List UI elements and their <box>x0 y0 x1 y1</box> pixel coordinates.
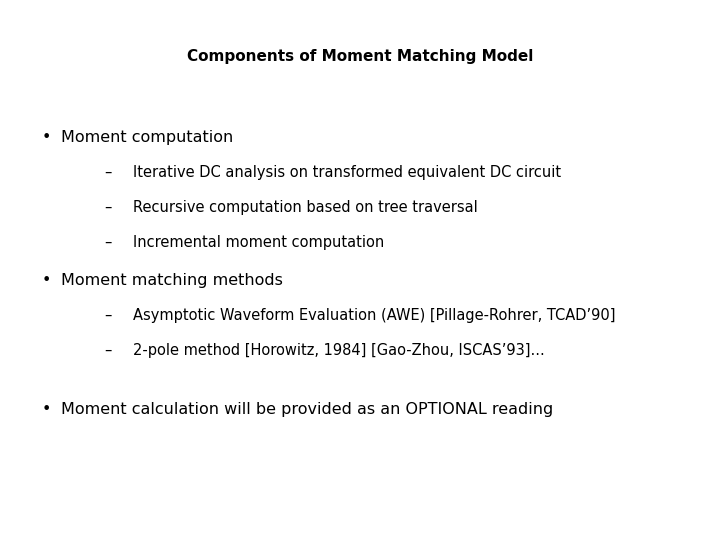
Text: Components of Moment Matching Model: Components of Moment Matching Model <box>186 49 534 64</box>
Text: –: – <box>104 200 112 215</box>
Text: 2-pole method [Horowitz, 1984] [Gao-Zhou, ISCAS’93]...: 2-pole method [Horowitz, 1984] [Gao-Zhou… <box>133 343 545 358</box>
Text: •: • <box>42 273 52 288</box>
Text: •: • <box>42 130 52 145</box>
Text: –: – <box>104 235 112 250</box>
Text: –: – <box>104 165 112 180</box>
Text: Moment computation: Moment computation <box>61 130 233 145</box>
Text: Moment matching methods: Moment matching methods <box>61 273 283 288</box>
Text: Incremental moment computation: Incremental moment computation <box>133 235 384 250</box>
Text: –: – <box>104 343 112 358</box>
Text: Recursive computation based on tree traversal: Recursive computation based on tree trav… <box>133 200 478 215</box>
Text: Moment calculation will be provided as an OPTIONAL reading: Moment calculation will be provided as a… <box>61 402 554 417</box>
Text: •: • <box>42 402 52 417</box>
Text: –: – <box>104 308 112 323</box>
Text: Asymptotic Waveform Evaluation (AWE) [Pillage-Rohrer, TCAD’90]: Asymptotic Waveform Evaluation (AWE) [Pi… <box>133 308 616 323</box>
Text: Iterative DC analysis on transformed equivalent DC circuit: Iterative DC analysis on transformed equ… <box>133 165 562 180</box>
